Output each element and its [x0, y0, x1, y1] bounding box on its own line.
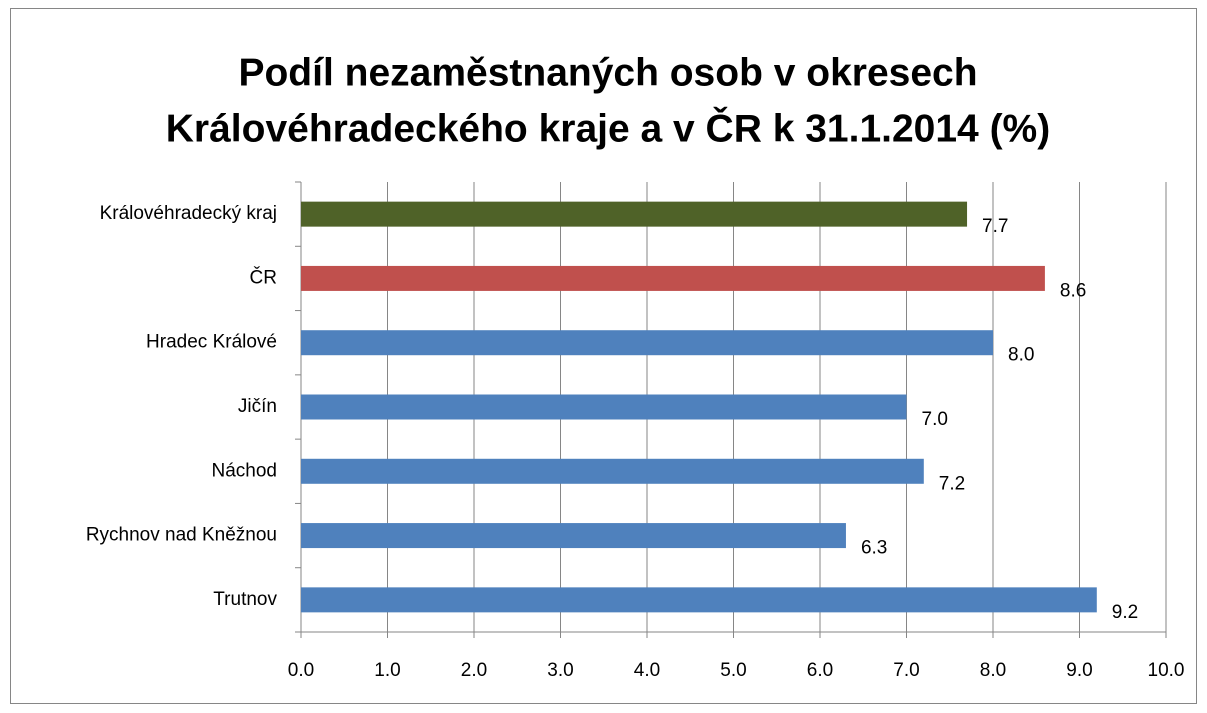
x-tick-label: 8.0: [980, 660, 1006, 681]
y-tick-label: Jičín: [238, 396, 277, 417]
x-tick-label: 3.0: [547, 660, 573, 681]
value-label: 7.0: [922, 409, 948, 430]
bar: [301, 330, 993, 356]
y-tick-label: Hradec Králové: [146, 332, 277, 353]
value-label: 9.2: [1112, 602, 1138, 623]
bar: [301, 394, 907, 420]
x-tick-label: 10.0: [1148, 660, 1185, 681]
x-tick-label: 9.0: [1066, 660, 1092, 681]
bar: [301, 587, 1097, 613]
y-tick-label: Rychnov nad Kněžnou: [86, 525, 277, 546]
x-tick-label: 2.0: [461, 660, 487, 681]
y-tick-label: ČR: [250, 266, 277, 288]
x-tick-label: 6.0: [807, 660, 833, 681]
bar: [301, 523, 846, 549]
bar: [301, 458, 924, 484]
chart-title: Podíl nezaměstnaných osob v okresech: [238, 51, 977, 94]
y-tick-label: Trutnov: [213, 589, 277, 610]
y-tick-label: Náchod: [212, 460, 278, 481]
x-tick-label: 0.0: [288, 660, 314, 681]
bar: [301, 265, 1045, 291]
x-tick-label: 5.0: [720, 660, 746, 681]
value-label: 8.0: [1008, 345, 1034, 366]
bar: [301, 201, 968, 227]
y-tick-label: Královéhradecký kraj: [100, 203, 277, 224]
x-tick-label: 4.0: [634, 660, 660, 681]
x-tick-label: 1.0: [374, 660, 400, 681]
value-label: 8.6: [1060, 280, 1086, 301]
value-label: 7.2: [939, 473, 965, 494]
value-label: 7.7: [982, 216, 1008, 237]
chart-title: Královéhradeckého kraje a v ČR k 31.1.20…: [166, 105, 1050, 150]
value-label: 6.3: [861, 538, 887, 559]
x-tick-label: 7.0: [893, 660, 919, 681]
